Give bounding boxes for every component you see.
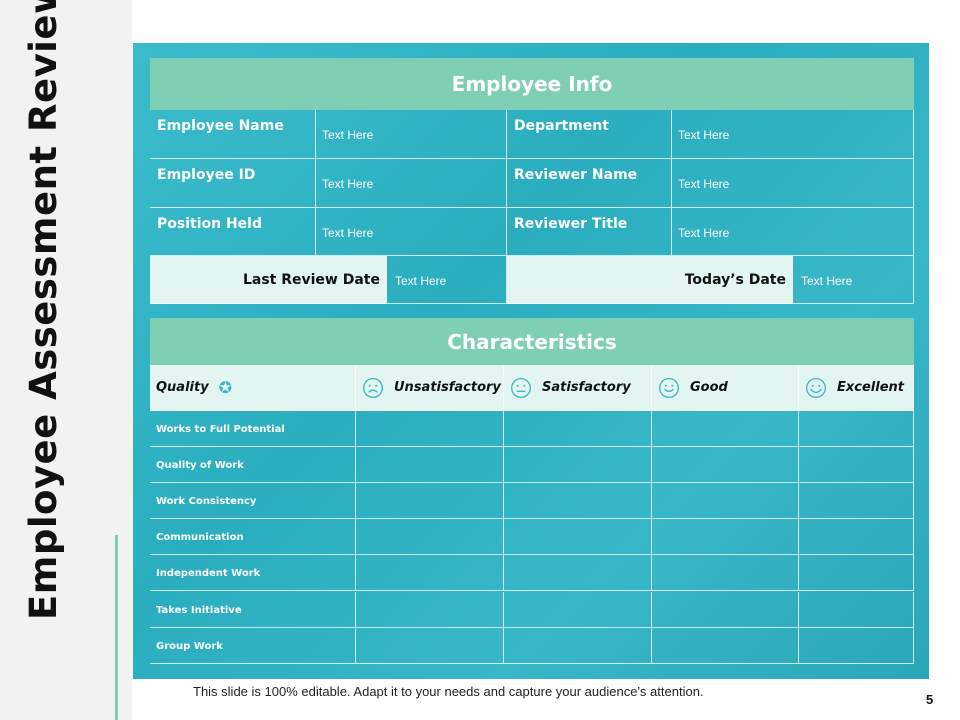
rating-cell[interactable] (504, 519, 652, 556)
happy-face-icon (805, 377, 827, 398)
field-label: Reviewer Title (507, 208, 672, 256)
accent-line (115, 535, 118, 720)
rating-cell[interactable] (652, 555, 799, 592)
rating-cell[interactable] (799, 555, 914, 592)
characteristic-label: Work Consistency (150, 483, 356, 520)
rating-label: Excellent (837, 380, 904, 395)
neutral-face-icon (510, 377, 532, 398)
characteristic-label: Quality of Work (150, 447, 356, 484)
rating-cell[interactable] (356, 519, 504, 556)
characteristics-header: Characteristics (150, 318, 914, 365)
field-value[interactable]: Text Here (672, 208, 914, 256)
characteristic-label: Takes Initiative (150, 591, 356, 628)
rating-label: Good (690, 380, 728, 395)
left-panel (0, 0, 132, 720)
rating-cell[interactable] (504, 627, 652, 664)
quality-header: Quality ✪ (150, 365, 356, 411)
rating-cell[interactable] (504, 411, 652, 447)
footer-text: This slide is 100% editable. Adapt it to… (193, 684, 704, 699)
field-value[interactable]: Text Here (316, 110, 507, 159)
last-review-date-value[interactable]: Text Here (387, 256, 507, 304)
field-value[interactable]: Text Here (672, 159, 914, 208)
rating-cell[interactable] (799, 483, 914, 520)
page-title: Employee Assessment Review Chart (22, 0, 65, 620)
todays-date-label: Today’s Date (507, 256, 793, 304)
rating-cell[interactable] (356, 483, 504, 520)
rating-cell[interactable] (799, 447, 914, 484)
todays-date-value[interactable]: Text Here (793, 256, 914, 304)
rating-cell[interactable] (356, 591, 504, 628)
quality-label: Quality (156, 380, 209, 395)
employee-info-header: Employee Info (150, 58, 914, 110)
field-label: Employee ID (150, 159, 316, 208)
award-icon: ✪ (218, 378, 233, 397)
last-review-date-label: Last Review Date (150, 256, 387, 304)
rating-cell[interactable] (356, 555, 504, 592)
rating-cell[interactable] (799, 627, 914, 664)
field-value[interactable]: Text Here (316, 208, 507, 256)
rating-cell[interactable] (799, 519, 914, 556)
field-value[interactable]: Text Here (672, 110, 914, 159)
rating-label: Satisfactory (542, 380, 631, 395)
field-label: Department (507, 110, 672, 159)
characteristic-label: Works to Full Potential (150, 411, 356, 447)
rating-header-good: Good (652, 365, 799, 411)
rating-cell[interactable] (652, 591, 799, 628)
rating-cell[interactable] (356, 447, 504, 484)
rating-cell[interactable] (504, 555, 652, 592)
rating-cell[interactable] (799, 411, 914, 447)
rating-cell[interactable] (652, 411, 799, 447)
field-value[interactable]: Text Here (316, 159, 507, 208)
rating-header-satisfactory: Satisfactory (504, 365, 652, 411)
rating-cell[interactable] (652, 447, 799, 484)
rating-label: Unsatisfactory (394, 380, 501, 395)
rating-cell[interactable] (504, 591, 652, 628)
rating-cell[interactable] (652, 627, 799, 664)
field-label: Reviewer Name (507, 159, 672, 208)
field-label: Employee Name (150, 110, 316, 159)
smile-face-icon (658, 377, 680, 398)
rating-cell[interactable] (504, 483, 652, 520)
rating-header-excellent: Excellent (799, 365, 914, 411)
rating-cell[interactable] (356, 627, 504, 664)
rating-cell[interactable] (356, 411, 504, 447)
rating-header-unsatisfactory: Unsatisfactory (356, 365, 504, 411)
field-label: Position Held (150, 208, 316, 256)
rating-cell[interactable] (652, 483, 799, 520)
rating-cell[interactable] (504, 447, 652, 484)
sad-face-icon (362, 377, 384, 398)
page-number: 5 (926, 692, 934, 707)
rating-cell[interactable] (652, 519, 799, 556)
characteristic-label: Independent Work (150, 555, 356, 592)
rating-cell[interactable] (799, 591, 914, 628)
characteristic-label: Communication (150, 519, 356, 556)
characteristic-label: Group Work (150, 627, 356, 664)
